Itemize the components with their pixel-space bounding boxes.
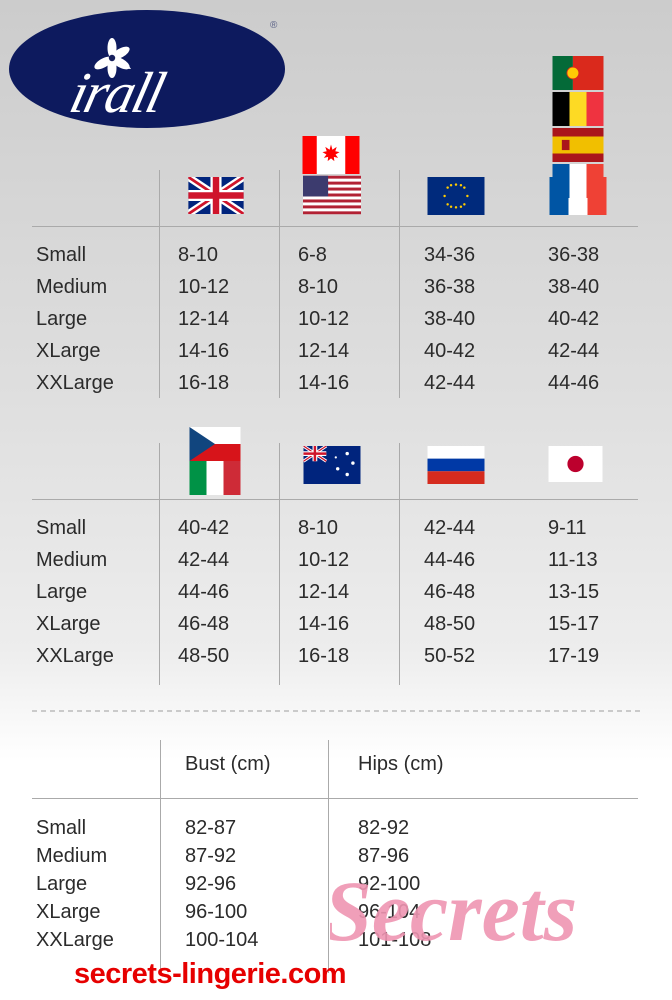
svg-text:irall: irall (64, 61, 171, 125)
svg-text:Secrets: Secrets (330, 863, 577, 959)
svg-text:®: ® (270, 20, 278, 31)
